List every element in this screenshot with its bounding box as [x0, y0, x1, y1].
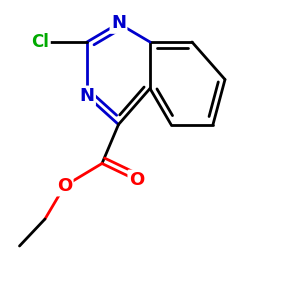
Text: Cl: Cl — [32, 33, 50, 51]
Text: N: N — [80, 87, 94, 105]
Text: O: O — [57, 177, 72, 195]
Text: O: O — [129, 171, 144, 189]
Text: N: N — [111, 14, 126, 32]
